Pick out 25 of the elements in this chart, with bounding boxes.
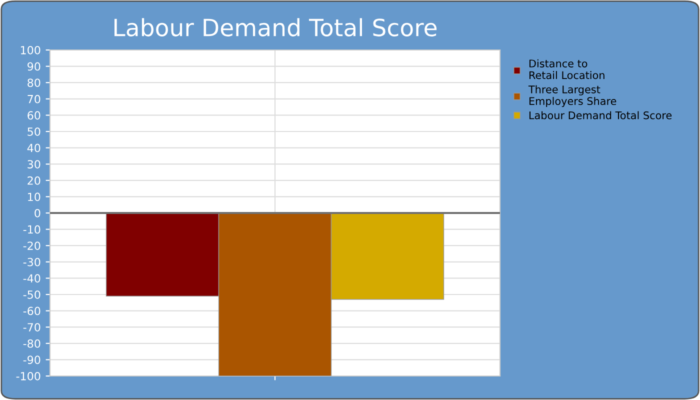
legend-label: Distance to Retail Location (529, 59, 604, 80)
legend-label: Three Largest Employers Share (528, 85, 616, 108)
legend-label: Labour Demand Total Score (529, 111, 672, 120)
y-tick-label: 20 (28, 176, 40, 185)
y-tick-label: 60 (28, 111, 40, 120)
y-tick-label: 100 (20, 46, 40, 54)
y-tick-label: 80 (28, 78, 40, 87)
y-tick-label: -20 (23, 242, 40, 250)
y-tick-label: -30 (23, 258, 40, 266)
y-tick-label: -70 (23, 323, 40, 332)
y-tick-label: 90 (28, 62, 40, 71)
y-tick-label: 70 (28, 94, 40, 104)
y-tick-label: 50 (28, 127, 40, 136)
y-tick-label: -100 (16, 372, 40, 380)
chart-title: Labour Demand Total Score (114, 18, 437, 36)
y-tick-label: -10 (23, 225, 40, 234)
y-tick-label: 10 (28, 192, 40, 202)
y-tick-label: -80 (23, 339, 40, 348)
y-tick-label: -50 (23, 290, 40, 299)
y-tick-label: -40 (23, 274, 40, 283)
y-tick-label: -90 (23, 356, 40, 364)
y-tick-label: -60 (23, 306, 40, 316)
y-tick-label: 40 (27, 144, 40, 152)
y-tick-label: 30 (28, 160, 40, 168)
y-tick-label: 0 (34, 208, 40, 218)
